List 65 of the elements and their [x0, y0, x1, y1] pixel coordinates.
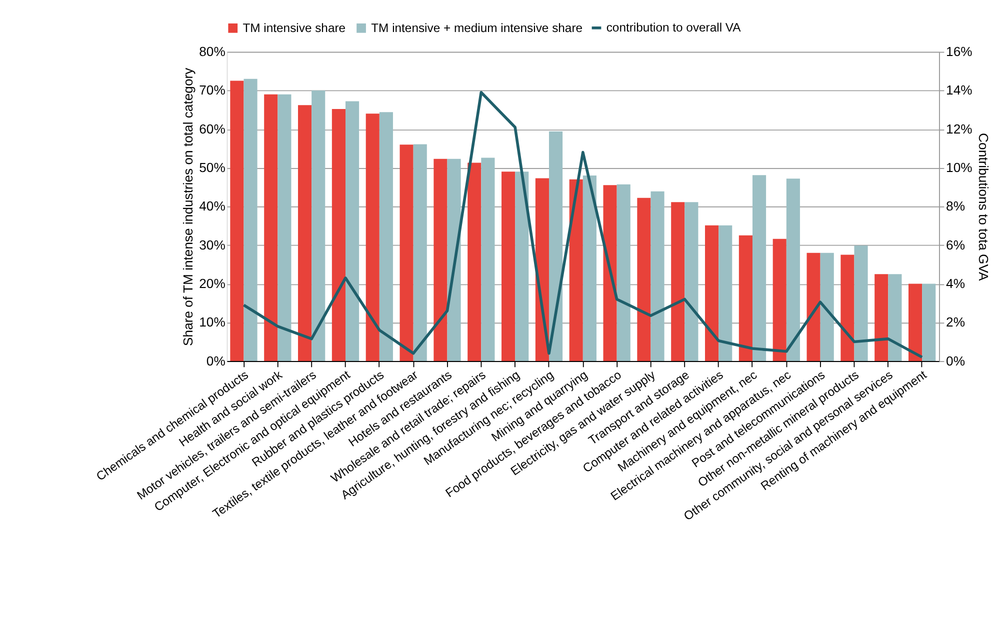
bar [230, 80, 244, 362]
bar [908, 284, 922, 362]
bar [705, 225, 719, 362]
bar [298, 105, 312, 362]
bar [752, 175, 766, 362]
bar [650, 191, 664, 362]
y-tick-label: 10% [199, 314, 226, 330]
bar [278, 94, 292, 362]
y-tick-label: 20% [199, 276, 226, 291]
bar [922, 284, 936, 362]
y2-tick-label: 2% [946, 314, 966, 330]
legend-label: contribution to overall VA [606, 20, 742, 35]
y2-tick-label: 16% [946, 44, 973, 60]
y2-tick-label: 14% [946, 82, 973, 98]
bar [840, 254, 854, 362]
bar [738, 235, 752, 362]
bar [244, 78, 258, 362]
y-tick-label: 50% [199, 160, 226, 175]
bar [671, 202, 685, 362]
bar [312, 90, 326, 362]
line-series [242, 90, 924, 359]
bar [379, 112, 393, 362]
y2-axis-title: Contributions to tota GVA [976, 133, 991, 281]
y-tick-label: 30% [199, 237, 226, 252]
bar [447, 158, 461, 362]
bar [582, 176, 596, 362]
legend-label: TM intensive share [242, 20, 346, 35]
bar [515, 172, 529, 362]
bar [481, 158, 495, 362]
bar [468, 162, 482, 362]
bar [603, 185, 617, 362]
bar [400, 144, 414, 362]
bar [820, 252, 834, 362]
bar [332, 109, 346, 362]
y2-tick-label: 10% [946, 160, 973, 175]
bar [806, 252, 820, 362]
legend-label: TM intensive + medium intensive share [371, 20, 583, 35]
y-tick-label: 0% [206, 353, 226, 368]
bar [548, 131, 563, 362]
bar [502, 172, 516, 362]
bar [569, 179, 583, 362]
bar [684, 202, 698, 362]
bar [434, 158, 448, 362]
bar [772, 238, 786, 362]
bar [413, 144, 427, 362]
y-tick-label: 60% [199, 121, 226, 136]
y-axis-title: Share of TM intense industries on total category [180, 67, 196, 346]
bar [888, 274, 902, 362]
y-tick-label: 40% [199, 198, 226, 214]
bar [786, 178, 800, 362]
bar [616, 184, 630, 362]
y2-tick-label: 4% [946, 276, 966, 291]
y2-tick-label: 0% [946, 353, 966, 368]
y-tick-label: 80% [199, 44, 226, 60]
bar [264, 94, 278, 362]
bar [854, 245, 868, 362]
y2-tick-label: 6% [946, 237, 966, 252]
bar [345, 101, 360, 362]
y-tick-label: 70% [199, 82, 226, 98]
bar [366, 114, 380, 362]
bar [874, 274, 888, 362]
bar [637, 198, 651, 362]
y2-tick-label: 12% [946, 121, 973, 136]
bar [718, 225, 732, 362]
y2-tick-label: 8% [946, 198, 966, 214]
